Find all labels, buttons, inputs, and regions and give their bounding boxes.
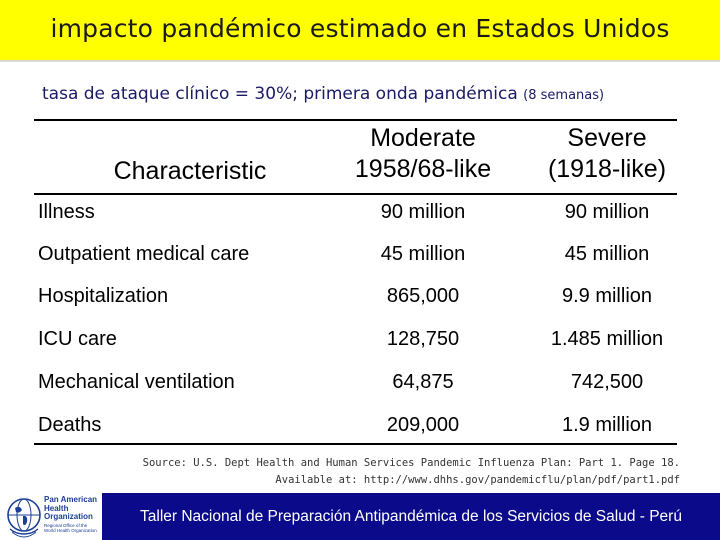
row-characteristic: Illness — [38, 201, 95, 223]
org-line: Pan American — [44, 495, 98, 504]
row-moderate-value: 209,000 — [386, 414, 460, 436]
row-severe-value: 9.9 million — [561, 285, 653, 307]
header-moderate-line2: 1958/68-like — [354, 155, 492, 183]
title-bar: impacto pandémico estimado en Estados Un… — [0, 0, 720, 62]
source-url: Available at: http://www.dhhs.gov/pandem… — [275, 474, 680, 486]
row-characteristic: Hospitalization — [38, 285, 169, 307]
who-regional-office: Regional Office of the World Health Orga… — [44, 523, 97, 533]
source-citation: Source: U.S. Dept Health and Human Servi… — [142, 457, 680, 469]
table-row: ICU care 128,750 1.485 million — [0, 318, 720, 360]
header-moderate: Moderate 1958/68-like — [330, 123, 516, 185]
subtitle-main: tasa de ataque clínico = 30%; primera on… — [42, 84, 518, 104]
row-moderate-value: 64,875 — [392, 371, 454, 393]
row-severe-value: 45 million — [564, 243, 650, 265]
header-characteristic: Characteristic — [113, 157, 267, 185]
who-line: Regional Office of the — [44, 523, 88, 528]
table-bottom-rule — [34, 443, 677, 445]
footer-bar: Taller Nacional de Preparación Antipandé… — [102, 493, 720, 540]
table-top-rule — [34, 119, 677, 121]
table-header-rule — [34, 193, 677, 195]
row-characteristic: Mechanical ventilation — [38, 371, 235, 393]
subtitle-note: (8 semanas) — [523, 88, 605, 103]
table-row: Deaths 209,000 1.9 million — [0, 404, 720, 446]
subtitle: tasa de ataque clínico = 30%; primera on… — [42, 84, 712, 104]
row-moderate-value: 45 million — [380, 243, 466, 265]
header-severe-line2: (1918-like) — [547, 155, 667, 183]
row-moderate-value: 128,750 — [386, 328, 460, 350]
row-severe-value: 1.485 million — [550, 328, 664, 350]
slide-title: impacto pandémico estimado en Estados Un… — [50, 14, 670, 43]
row-severe-value: 742,500 — [570, 371, 644, 393]
table-row: Mechanical ventilation 64,875 742,500 — [0, 361, 720, 403]
paho-emblem-icon — [7, 498, 41, 538]
row-severe-value: 1.9 million — [561, 414, 653, 436]
paho-logo: Pan American Health Organization Regiona… — [4, 493, 100, 540]
footer-text: Taller Nacional de Preparación Antipandé… — [140, 508, 682, 525]
header-severe-line1: Severe — [567, 124, 647, 152]
org-line: Health — [44, 503, 69, 513]
table-row: Hospitalization 865,000 9.9 million — [0, 275, 720, 317]
header-severe: Severe (1918-like) — [514, 123, 700, 185]
row-characteristic: Deaths — [38, 414, 102, 436]
row-moderate-value: 90 million — [380, 201, 466, 223]
who-line: World Health Organization — [44, 528, 97, 533]
table-row: Outpatient medical care 45 million 45 mi… — [0, 233, 720, 275]
row-characteristic: ICU care — [38, 328, 117, 350]
paho-org-name: Pan American Health Organization — [44, 495, 98, 522]
row-severe-value: 90 million — [564, 201, 650, 223]
org-line: Organization — [44, 512, 93, 521]
title-divider — [0, 60, 720, 62]
header-moderate-line1: Moderate — [370, 124, 476, 152]
row-moderate-value: 865,000 — [386, 285, 460, 307]
row-characteristic: Outpatient medical care — [38, 243, 250, 265]
table-row: Illness 90 million 90 million — [0, 191, 720, 233]
